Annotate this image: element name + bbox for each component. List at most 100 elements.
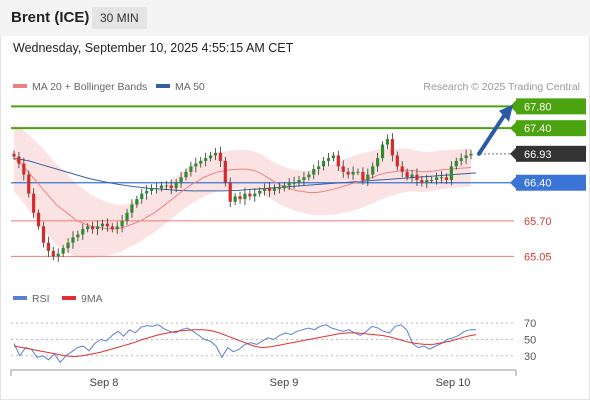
candle-body [218, 152, 222, 161]
candle-body [22, 163, 26, 175]
candle-body [164, 185, 168, 187]
x-tick-label: Sep 10 [436, 377, 471, 389]
level-label-pointer [510, 122, 516, 135]
candle-body [277, 188, 281, 190]
candle-body [179, 177, 183, 183]
candle-body [439, 177, 444, 179]
ma20-line [13, 157, 472, 230]
candle-body [371, 166, 375, 175]
forecast-arrow-head [499, 104, 513, 122]
rsi-ma-line [13, 329, 477, 358]
candle-body [317, 166, 321, 170]
candle-body [61, 248, 65, 254]
candle-body [346, 171, 350, 175]
rsi-line [13, 324, 476, 364]
candle-body [376, 158, 380, 167]
level-label: 66.40 [524, 178, 552, 190]
candle-body [385, 139, 390, 145]
candle-body [228, 182, 232, 202]
candle-body [204, 158, 208, 161]
candle-body [238, 196, 242, 200]
rsi-tick-label: 50 [524, 334, 536, 346]
candle-body [159, 185, 164, 189]
candle-body [361, 171, 365, 180]
candle-body [199, 160, 203, 164]
rsi-legend-label: RSI [32, 293, 50, 305]
candle-body [267, 188, 272, 191]
candle-body [145, 190, 149, 194]
candle-body [149, 188, 154, 191]
candle-body [302, 177, 306, 180]
level-label: 65.05 [524, 251, 552, 263]
level-label: 67.80 [524, 101, 552, 113]
level-label-bg [516, 174, 586, 191]
candle-body [100, 223, 105, 227]
candle-body [27, 174, 31, 194]
legend-swatch [13, 84, 27, 88]
candle-body [36, 212, 41, 227]
bollinger-band [14, 125, 471, 258]
candle-body [415, 174, 419, 180]
candle-body [258, 190, 262, 194]
timeframe-button[interactable]: 30 MIN [92, 7, 147, 29]
level-label-pointer [510, 100, 516, 113]
candle-body [444, 177, 449, 180]
candle-body [12, 153, 16, 157]
candle-body [213, 152, 218, 156]
candle-body [282, 185, 286, 189]
candle-body [454, 160, 458, 167]
candle-body [326, 158, 331, 161]
candle-body [425, 180, 429, 183]
candle-body [81, 229, 85, 235]
candle-body [95, 226, 100, 230]
level-label: 67.40 [524, 123, 552, 135]
level-label: 65.70 [524, 216, 552, 228]
candle-body [120, 220, 124, 227]
forecast-arrow-shaft [477, 113, 506, 156]
candle-body [56, 253, 60, 257]
candle-body [140, 193, 144, 200]
candle-body [307, 174, 311, 178]
candle-body [356, 171, 360, 173]
rsi-tick-label: 70 [524, 318, 536, 330]
candle-body [17, 156, 21, 164]
candle-body [233, 196, 237, 202]
candle-body [105, 223, 109, 227]
candle-body [395, 155, 399, 167]
candle-body [380, 144, 385, 159]
candle-body [390, 139, 394, 156]
rsi-tick-label: 30 [524, 351, 536, 363]
credit-text: Research © 2025 Trading Central [423, 81, 580, 93]
candle-body [336, 155, 340, 167]
candle-body [292, 182, 296, 184]
candle-body [86, 226, 90, 230]
candle-body [125, 212, 129, 221]
candle-body [130, 204, 134, 213]
candle-body [194, 163, 198, 167]
candle-body [135, 199, 139, 205]
instrument-title: Brent (ICE) [11, 9, 90, 26]
candle-body [435, 177, 439, 180]
candle-body [46, 242, 50, 251]
candle-body [351, 171, 355, 175]
level-label-bg [516, 145, 586, 162]
x-tick-label: Sep 9 [270, 377, 299, 389]
legend-label: MA 20 + Bollinger Bands [32, 81, 147, 93]
candle-body [297, 180, 301, 183]
candle-body [410, 174, 414, 178]
candle-body [71, 237, 75, 243]
candle-body [420, 180, 424, 183]
candle-body [263, 188, 267, 191]
candle-body [76, 234, 80, 238]
candle-body [287, 182, 291, 186]
candle-body [208, 155, 213, 159]
timestamp: Wednesday, September 10, 2025 4:55:15 AM… [13, 41, 294, 55]
level-label-pointer [510, 176, 516, 189]
candle-body [272, 188, 277, 191]
candle-body [321, 160, 326, 167]
candle-body [430, 180, 434, 181]
candle-body [405, 171, 409, 178]
candle-body [91, 226, 95, 230]
candle-body [154, 188, 159, 190]
candle-body [459, 158, 463, 161]
